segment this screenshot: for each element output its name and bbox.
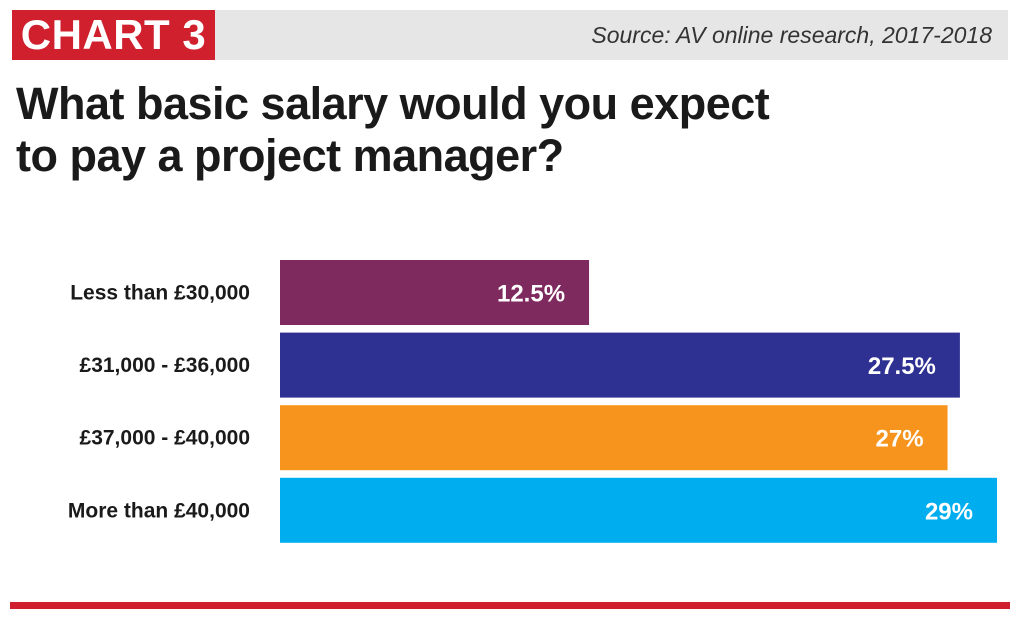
bar-31-000-36-000 [280, 332, 960, 398]
bar-37-000-40-000 [280, 405, 948, 471]
category-label: Less than £30,000 [70, 282, 250, 305]
source-note: Source: AV online research, 2017-2018 [591, 22, 992, 48]
value-label: 12.5% [497, 281, 565, 308]
category-label: £31,000 - £36,000 [80, 354, 250, 377]
bar-more-than-40-000 [280, 477, 997, 543]
chart-title: What basic salary would you expect to pa… [16, 78, 770, 181]
bar-chart: Less than £30,000 12.5% £31,000 - £36,000 2… [68, 260, 997, 543]
bar-less-than-30-000 [280, 260, 590, 325]
value-label: 29% [925, 498, 973, 525]
category-label: More than £40,000 [68, 499, 250, 522]
value-label: 27.5% [868, 353, 936, 380]
footer-rule [10, 602, 1010, 609]
value-label: 27% [876, 426, 924, 453]
category-label: £37,000 - £40,000 [80, 427, 250, 450]
chart-number-badge: CHART 3 [12, 10, 215, 60]
